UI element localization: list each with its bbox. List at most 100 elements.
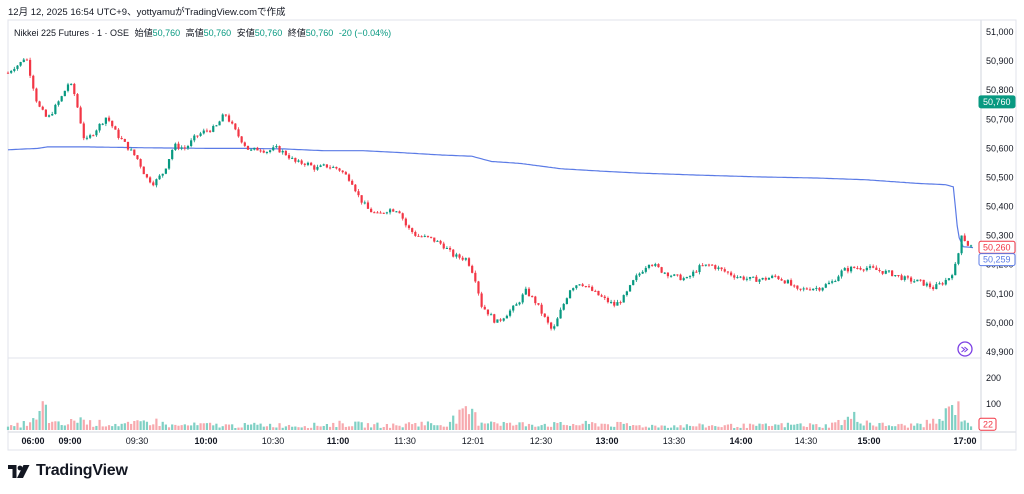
volume-bar — [158, 426, 161, 430]
volume-bar — [606, 424, 610, 430]
candle — [193, 134, 196, 143]
candle — [240, 136, 243, 144]
volume-bar — [467, 414, 471, 430]
volume-bar — [120, 423, 123, 430]
volume-bar — [180, 425, 183, 430]
volume-bar — [73, 420, 76, 430]
candle — [117, 128, 120, 140]
candle — [101, 122, 104, 126]
scroll-to-realtime-icon[interactable] — [957, 341, 973, 357]
blue-price-tag: 50,259 — [983, 255, 1011, 265]
candle — [335, 166, 338, 170]
volume-bar — [208, 422, 212, 430]
candle — [25, 58, 29, 61]
candle — [85, 135, 89, 141]
volume-bar — [714, 426, 717, 430]
volume-bar — [265, 426, 269, 430]
volume-bar — [729, 423, 733, 430]
volume-bar — [720, 427, 723, 430]
time-axis[interactable]: 06:00 09:00 09:30 10:00 10:30 11:00 11:30 12:01… — [21, 436, 976, 446]
candle — [234, 123, 237, 131]
candle — [92, 134, 95, 137]
candle — [641, 270, 644, 274]
volume-bar — [423, 425, 426, 430]
volume-bar — [954, 415, 957, 430]
candle — [711, 264, 714, 266]
volume-bar — [29, 422, 32, 430]
candle — [265, 151, 269, 155]
volume-bar — [98, 419, 101, 430]
volume-bar — [294, 426, 297, 430]
candle — [565, 297, 568, 305]
candle — [562, 302, 565, 311]
candle — [695, 269, 698, 273]
volume-bar — [306, 428, 310, 430]
volume-bar — [717, 426, 720, 430]
candle — [515, 302, 518, 306]
volume-bar — [603, 423, 606, 430]
time-tick-label: 12:30 — [530, 436, 553, 446]
volume-bar — [202, 423, 205, 430]
volume-bar — [553, 422, 556, 430]
volume-bar — [439, 425, 442, 430]
candle — [739, 276, 742, 279]
candle — [461, 255, 464, 262]
price-tick-label: 50,000 — [986, 318, 1014, 328]
candle — [493, 313, 496, 324]
candle — [767, 277, 771, 280]
candle — [837, 274, 840, 282]
candle — [145, 173, 149, 179]
candle — [35, 87, 38, 103]
volume-bar — [218, 427, 221, 430]
candle — [300, 159, 303, 166]
candle — [698, 263, 701, 275]
volume-bar — [407, 422, 411, 430]
volume-bar — [404, 423, 407, 430]
candle — [827, 280, 831, 285]
high-value: 50,760 — [203, 28, 232, 38]
volume-bar — [16, 422, 19, 430]
volume-bar — [250, 424, 253, 430]
volume-bar — [445, 426, 448, 430]
candle — [467, 257, 471, 267]
symbol-name[interactable]: Nikkei 225 Futures · 1 · OSE — [14, 28, 130, 38]
volume-bar — [884, 426, 887, 430]
candle — [161, 173, 164, 178]
volume-bar — [707, 425, 711, 430]
candle — [512, 305, 515, 313]
candle — [398, 210, 401, 214]
candle — [148, 176, 152, 184]
volume-bar — [433, 425, 436, 430]
volume-series — [6, 401, 973, 430]
volume-bar — [373, 424, 376, 430]
volume-bar — [859, 423, 862, 430]
brand[interactable]: TradingView — [8, 462, 128, 480]
price-axis[interactable]: 51,000 50,900 50,800 50,700 50,600 50,500 50,4… — [986, 27, 1014, 357]
volume-bar — [644, 426, 647, 430]
candle — [294, 157, 297, 164]
candle — [313, 164, 316, 172]
candle — [388, 208, 392, 215]
candle — [685, 276, 688, 279]
candle — [227, 113, 231, 123]
volume-bar — [748, 423, 752, 430]
volume-bar — [139, 421, 142, 430]
candle — [341, 170, 344, 174]
candle — [199, 131, 202, 137]
candle — [701, 263, 704, 267]
volume-bar — [480, 422, 483, 430]
candle — [344, 170, 347, 175]
volume-bar — [676, 427, 679, 430]
volume-bar — [515, 424, 518, 430]
volume-bar — [328, 426, 332, 430]
candle — [572, 287, 575, 292]
candle — [107, 115, 111, 123]
candle — [404, 217, 407, 228]
price-tick-label: 50,900 — [986, 56, 1014, 66]
price-tick-label: 50,600 — [986, 143, 1014, 153]
volume-bar — [44, 404, 47, 430]
volume-bar — [426, 421, 430, 430]
open-value: 50,760 — [152, 28, 181, 38]
candle — [253, 147, 256, 151]
